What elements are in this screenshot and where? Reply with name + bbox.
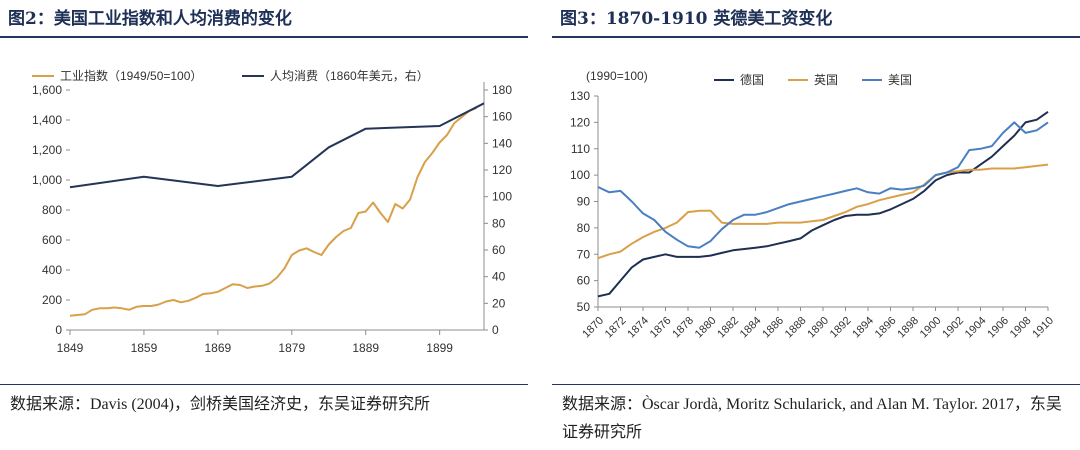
series-line-1	[69, 102, 485, 189]
chart-title: 图2：美国工业指数和人均消费的变化	[8, 9, 292, 29]
legend-label: 工业指数（1949/50=100）	[60, 68, 202, 83]
y-right-tick-label: 100	[492, 190, 512, 204]
y-right-tick-label: 120	[492, 163, 512, 177]
y-right-tick-label: 40	[492, 270, 506, 284]
series-line-2	[597, 121, 1049, 249]
unit-label: (1990=100)	[586, 69, 648, 83]
x-tick-label: 1882	[715, 315, 741, 341]
chart-panel-us: 图2：美国工业指数和人均消费的变化 1849 1859 1869 1879 1889 18…	[0, 0, 528, 450]
series-line-0	[597, 110, 1049, 298]
x-tick-label: 1896	[873, 315, 899, 341]
x-tick-label: 1900	[918, 315, 944, 341]
y-right-tick-label: 180	[492, 83, 512, 97]
x-tick-label: 1874	[625, 315, 651, 341]
x-tick-label: 1899	[426, 341, 453, 355]
x-tick-label: 1876	[648, 315, 674, 341]
x-tick-label: 1872	[603, 315, 629, 341]
x-tick-label: 1910	[1030, 315, 1056, 341]
legend-label: 人均消费（1860年美元，右）	[270, 68, 429, 83]
y-left-tick-label: 1,600	[32, 83, 62, 97]
x-tick-label: 1908	[1008, 315, 1034, 341]
y-tick-label: 110	[571, 142, 590, 156]
x-tick-label: 1886	[760, 315, 786, 341]
y-left-tick-label: 800	[42, 203, 62, 217]
y-left-tick-label: 1,200	[32, 143, 62, 157]
y-left-tick-label: 200	[42, 293, 62, 307]
y-tick-label: 90	[577, 195, 591, 209]
legend-label: 德国	[740, 72, 764, 87]
y-tick-label: 70	[577, 247, 591, 261]
source-rule	[0, 384, 528, 385]
y-tick-label: 60	[577, 274, 591, 288]
x-tick-label: 1890	[805, 315, 831, 341]
x-tick-label: 1904	[963, 315, 989, 341]
y-left-tick-label: 1,000	[32, 173, 62, 187]
x-tick-label: 1892	[828, 315, 854, 341]
source-rule	[552, 384, 1080, 385]
y-left-tick-label: 400	[42, 263, 62, 277]
title-rule	[0, 36, 528, 38]
x-tick-label: 1880	[693, 315, 719, 341]
chart-panel-wages: 图3：1870-1910 英德美工资变化 (1990=100) 50 60 70 80 9…	[552, 0, 1080, 450]
chart-wages-uk-de-us: (1990=100) 50 60 70 80 90 100 110 120 130 18701872…	[570, 69, 1056, 341]
x-tick-label: 1870	[580, 315, 606, 341]
x-tick-label: 1849	[57, 341, 84, 355]
x-tick-label: 1859	[131, 341, 158, 355]
series-line-0	[69, 107, 477, 317]
x-tick-label: 1906	[985, 315, 1011, 341]
y-right-tick-label: 0	[492, 323, 499, 337]
source-note: 数据来源：Davis (2004)，剑桥美国经济史，东吴证券研究所	[10, 396, 430, 413]
x-tick-label: 1888	[783, 315, 809, 341]
y-tick-label: 130	[570, 89, 590, 103]
y-tick-label: 80	[577, 221, 591, 235]
y-right-tick-label: 160	[492, 110, 512, 124]
legend-label: 英国	[814, 73, 838, 87]
x-tick-label: 1902	[940, 315, 966, 341]
x-tick-label: 1889	[352, 341, 379, 355]
title-rule	[552, 36, 1080, 38]
x-tick-label: 1878	[670, 315, 696, 341]
y-tick-label: 50	[577, 300, 591, 314]
x-tick-label: 1894	[850, 315, 876, 341]
y-left-tick-label: 1,400	[32, 113, 62, 127]
x-tick-label: 1869	[205, 341, 232, 355]
x-tick-label: 1898	[895, 315, 921, 341]
source-note: 数据来源：Òscar Jordà, Moritz Schularick, and…	[562, 396, 1062, 441]
series-line-1	[597, 163, 1049, 260]
y-right-tick-label: 80	[492, 216, 506, 230]
chart-us-industry-consumption: 1849 1859 1869 1879 1889 189902004006008001,0…	[32, 68, 512, 355]
y-right-tick-label: 140	[492, 136, 512, 150]
y-right-tick-label: 60	[492, 243, 506, 257]
y-tick-label: 100	[570, 168, 590, 182]
y-left-tick-label: 600	[42, 233, 62, 247]
x-tick-label: 1884	[738, 315, 764, 341]
legend-label: 美国	[888, 73, 912, 87]
chart-title: 图3：1870-1910 英德美工资变化	[560, 9, 833, 29]
y-tick-label: 120	[570, 115, 590, 129]
y-left-tick-label: 0	[55, 323, 62, 337]
x-tick-label: 1879	[278, 341, 305, 355]
y-right-tick-label: 20	[492, 296, 506, 310]
